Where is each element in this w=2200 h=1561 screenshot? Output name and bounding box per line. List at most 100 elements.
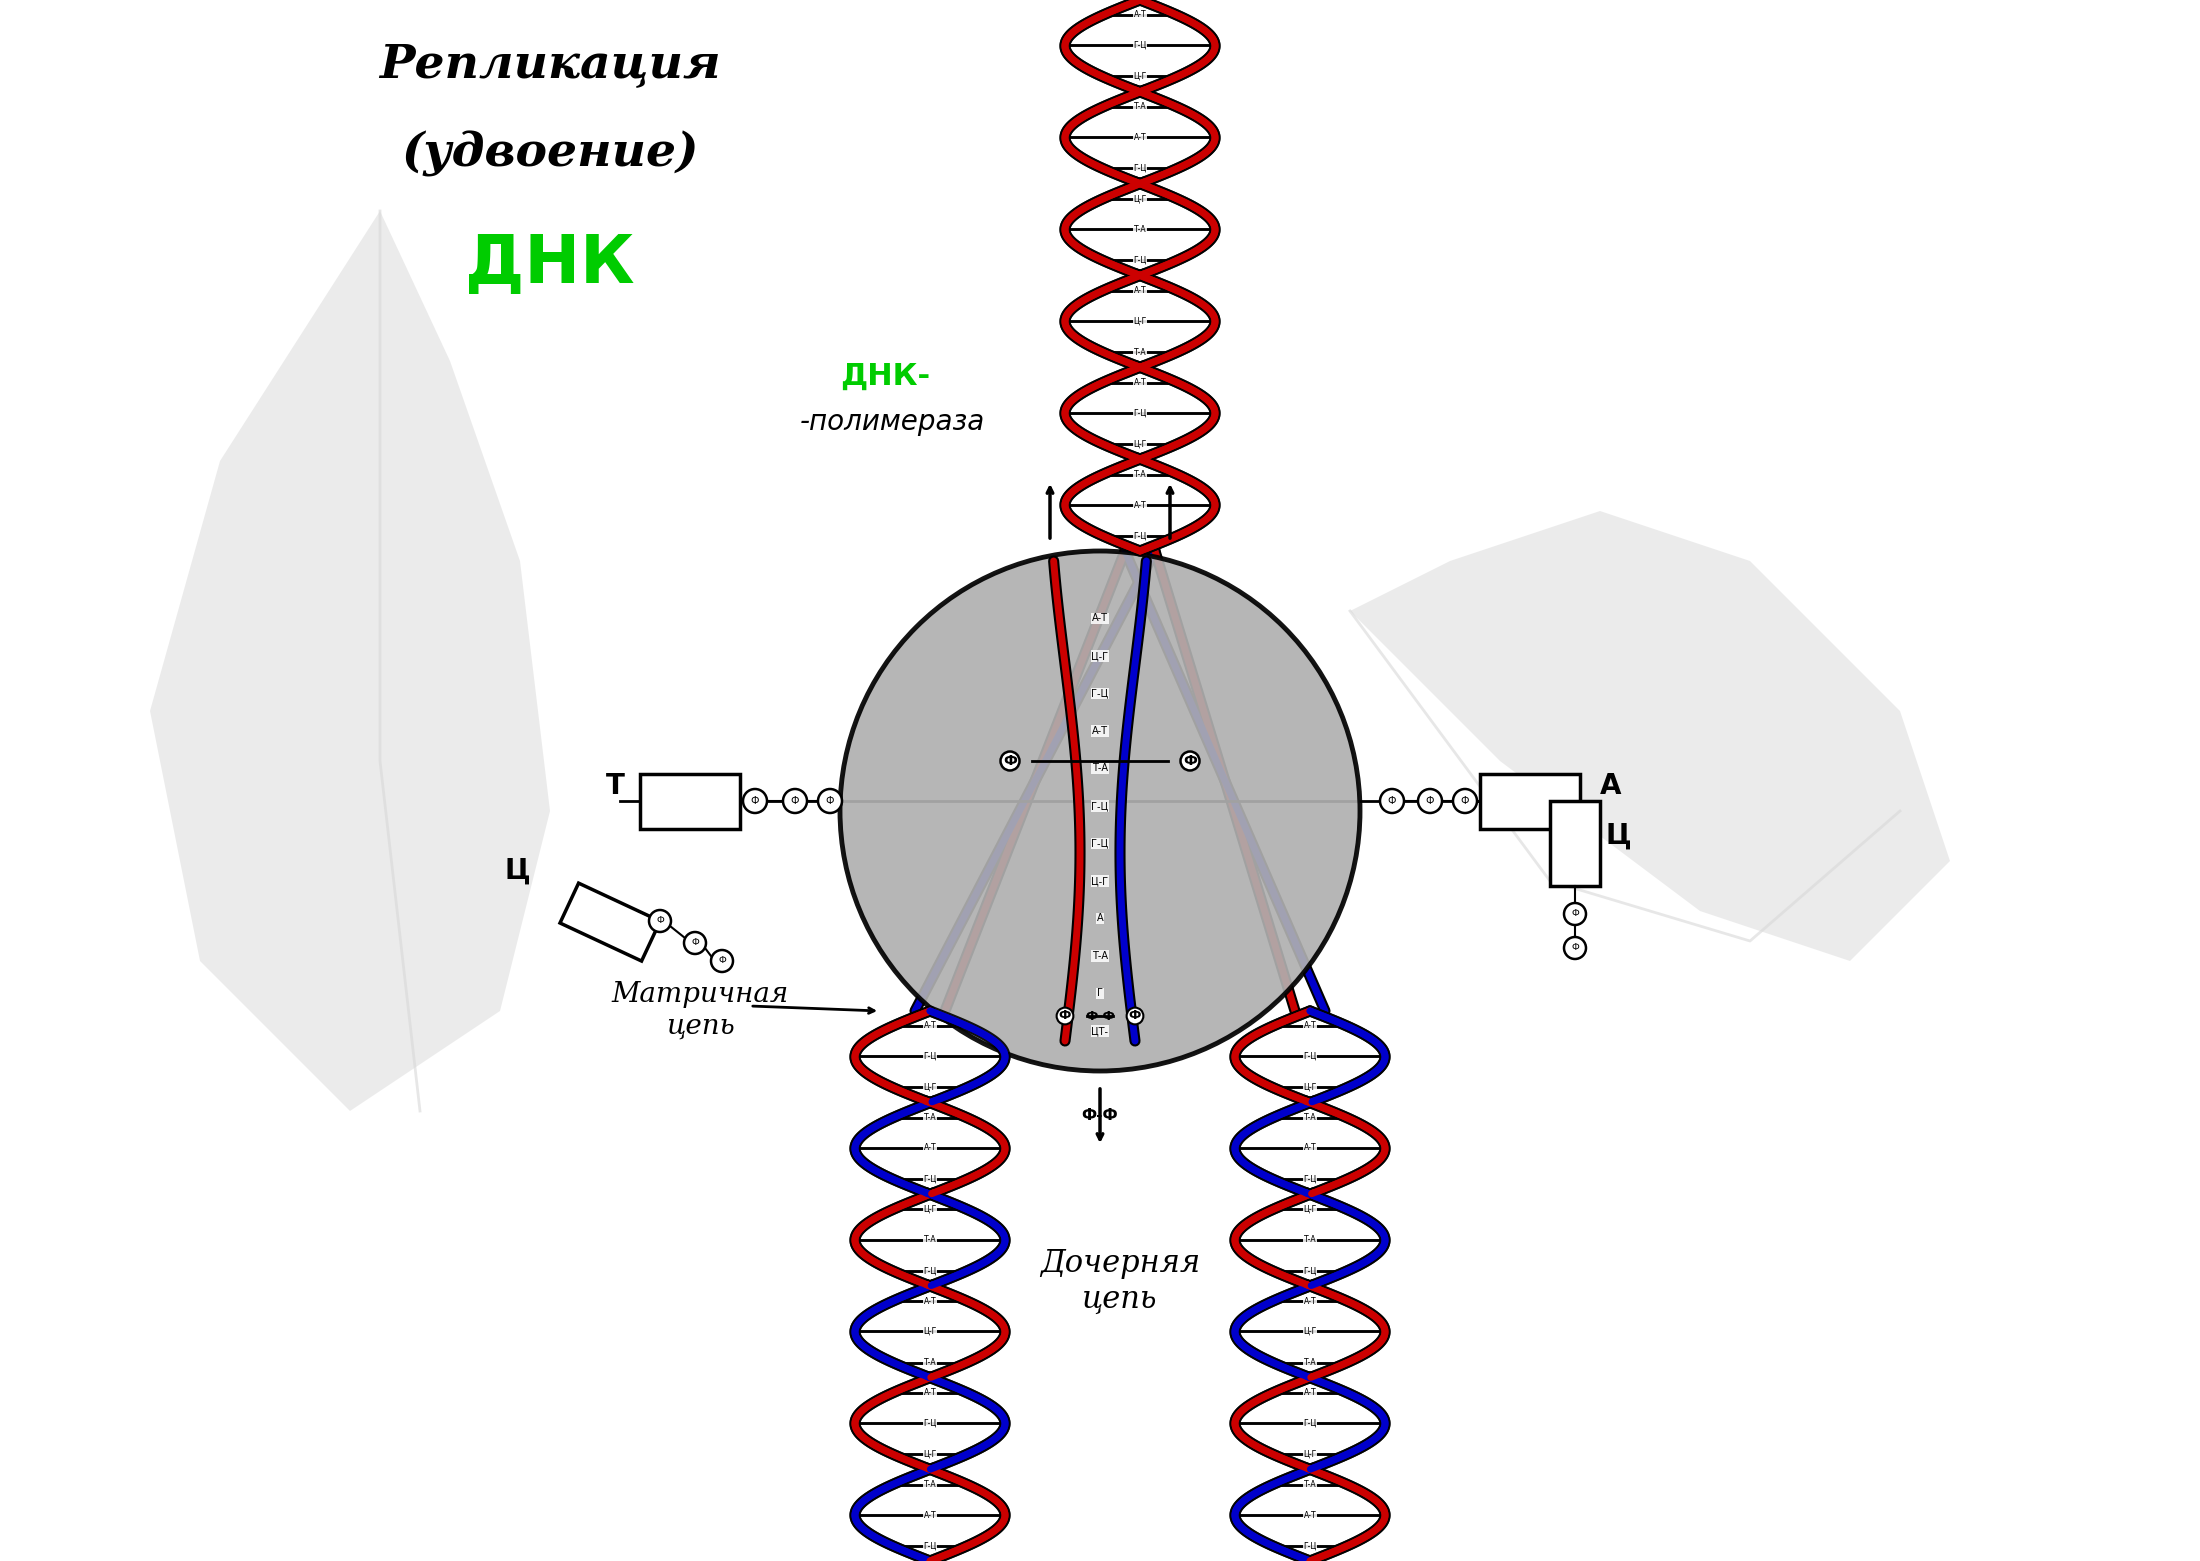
- Text: Г-Ц: Г-Ц: [924, 1419, 937, 1428]
- Text: Ц-Г: Ц-Г: [1133, 194, 1146, 203]
- Text: Г-Ц: Г-Ц: [1302, 1419, 1316, 1428]
- Polygon shape: [1351, 510, 1949, 962]
- Text: ДНК: ДНК: [464, 231, 636, 297]
- Bar: [1481, 774, 1580, 829]
- Text: А-Т: А-Т: [1091, 726, 1109, 735]
- Text: А-Т: А-Т: [1305, 1021, 1316, 1030]
- Text: Ц-Г: Ц-Г: [1302, 1450, 1316, 1460]
- Text: Т-А: Т-А: [924, 1235, 937, 1244]
- Text: А-Т: А-Т: [1133, 11, 1146, 19]
- Text: А-Т: А-Т: [1133, 501, 1146, 509]
- Text: (удвоение): (удвоение): [400, 131, 700, 176]
- Text: Ц-Г: Ц-Г: [1302, 1205, 1316, 1214]
- Text: Ф: Ф: [717, 957, 726, 966]
- Text: Г-Ц: Г-Ц: [924, 1174, 937, 1183]
- Text: Г-Ц: Г-Ц: [1133, 164, 1146, 173]
- Text: Г-Ц: Г-Ц: [924, 1266, 937, 1275]
- Text: А-Т: А-Т: [1133, 11, 1146, 19]
- Text: Г-Ц: Г-Ц: [1133, 532, 1146, 540]
- Text: Т-А: Т-А: [924, 1358, 937, 1367]
- Text: Г-Ц: Г-Ц: [1133, 41, 1146, 50]
- Text: Т-А: Т-А: [1133, 225, 1146, 234]
- Text: Ф: Ф: [825, 796, 834, 805]
- Text: Ц-Г: Ц-Г: [924, 1205, 937, 1214]
- Text: Г-Ц: Г-Ц: [1133, 532, 1146, 540]
- Text: Ф: Ф: [1426, 796, 1434, 805]
- Text: Г-Ц: Г-Ц: [1133, 256, 1146, 265]
- Text: Ц-Г: Ц-Г: [1302, 1450, 1316, 1460]
- Text: Т-А: Т-А: [1305, 1113, 1316, 1122]
- Text: Г-Ц: Г-Ц: [1302, 1266, 1316, 1275]
- Text: Т-А: Т-А: [1133, 101, 1146, 111]
- Circle shape: [1452, 788, 1476, 813]
- Text: Ц-Г: Ц-Г: [924, 1083, 937, 1091]
- Text: Т: Т: [607, 773, 625, 799]
- Text: Г-Ц: Г-Ц: [924, 1052, 937, 1060]
- Text: Ф: Ф: [691, 938, 700, 948]
- Text: Г-Ц: Г-Ц: [1133, 41, 1146, 50]
- Text: Ф-Ф: Ф-Ф: [1085, 1010, 1115, 1024]
- Text: Ц-Г: Ц-Г: [924, 1327, 937, 1336]
- Text: Т-А: Т-А: [924, 1480, 937, 1489]
- Text: Ф: Ф: [1388, 796, 1397, 805]
- Circle shape: [1564, 937, 1586, 958]
- Text: Т-А: Т-А: [1305, 1358, 1316, 1367]
- Circle shape: [783, 788, 807, 813]
- Text: А-Т: А-Т: [1305, 1388, 1316, 1397]
- Text: А-Т: А-Т: [1133, 501, 1146, 509]
- Text: А: А: [1599, 773, 1621, 799]
- Text: Т-А: Т-А: [1091, 763, 1109, 774]
- Circle shape: [744, 788, 768, 813]
- Circle shape: [840, 551, 1360, 1071]
- Text: Ф: Ф: [1461, 796, 1470, 805]
- Text: Ф: Ф: [1129, 1010, 1142, 1022]
- Text: А-Т: А-Т: [1133, 286, 1146, 295]
- Text: Г-Ц: Г-Ц: [924, 1266, 937, 1275]
- Text: А-Т: А-Т: [1133, 133, 1146, 142]
- Text: Ц-Г: Ц-Г: [1133, 317, 1146, 326]
- Text: Ц-Г: Ц-Г: [1302, 1205, 1316, 1214]
- Text: Т-А: Т-А: [924, 1235, 937, 1244]
- Circle shape: [684, 932, 706, 954]
- Circle shape: [1419, 788, 1441, 813]
- Text: А-Т: А-Т: [1305, 1021, 1316, 1030]
- Text: А-Т: А-Т: [924, 1511, 937, 1519]
- Text: А-Т: А-Т: [924, 1511, 937, 1519]
- Circle shape: [711, 951, 733, 973]
- Text: Т-А: Т-А: [1305, 1480, 1316, 1489]
- Text: Г-Ц: Г-Ц: [1302, 1174, 1316, 1183]
- Text: Т-А: Т-А: [924, 1113, 937, 1122]
- Text: Т-А: Т-А: [1305, 1235, 1316, 1244]
- Text: А-Т: А-Т: [1305, 1388, 1316, 1397]
- Text: Т-А: Т-А: [1133, 470, 1146, 479]
- Text: А-Т: А-Т: [1305, 1297, 1316, 1305]
- Circle shape: [818, 788, 843, 813]
- Text: Г: Г: [1098, 988, 1102, 999]
- Text: А-Т: А-Т: [924, 1388, 937, 1397]
- Text: Ц-Г: Ц-Г: [1133, 317, 1146, 326]
- Text: Т-А: Т-А: [1133, 470, 1146, 479]
- Text: А-Т: А-Т: [924, 1388, 937, 1397]
- Text: Г-Ц: Г-Ц: [1133, 409, 1146, 417]
- Text: Т-А: Т-А: [924, 1358, 937, 1367]
- Text: Ф: Ф: [1184, 754, 1197, 768]
- Text: А-Т: А-Т: [1091, 613, 1109, 623]
- Text: Т-А: Т-А: [1133, 225, 1146, 234]
- Text: Ц-Г: Ц-Г: [1133, 440, 1146, 450]
- Text: Ц-Г: Ц-Г: [1091, 876, 1109, 887]
- Text: Г-Ц: Г-Ц: [924, 1174, 937, 1183]
- Text: А-Т: А-Т: [924, 1143, 937, 1152]
- Text: Т-А: Т-А: [1305, 1358, 1316, 1367]
- Text: Ф: Ф: [1571, 910, 1580, 918]
- Bar: [561, 884, 660, 962]
- Text: Т-А: Т-А: [924, 1113, 937, 1122]
- Text: Ц-Г: Ц-Г: [1133, 72, 1146, 81]
- Text: Г-Ц: Г-Ц: [924, 1052, 937, 1060]
- Text: Ф: Ф: [750, 796, 759, 805]
- Text: Ф: Ф: [656, 916, 664, 926]
- Text: Ц-Г: Ц-Г: [1302, 1083, 1316, 1091]
- Text: А-Т: А-Т: [1133, 378, 1146, 387]
- Text: А-Т: А-Т: [1305, 1511, 1316, 1519]
- Text: Г-Ц: Г-Ц: [1302, 1052, 1316, 1060]
- Text: Ц-Г: Ц-Г: [1133, 72, 1146, 81]
